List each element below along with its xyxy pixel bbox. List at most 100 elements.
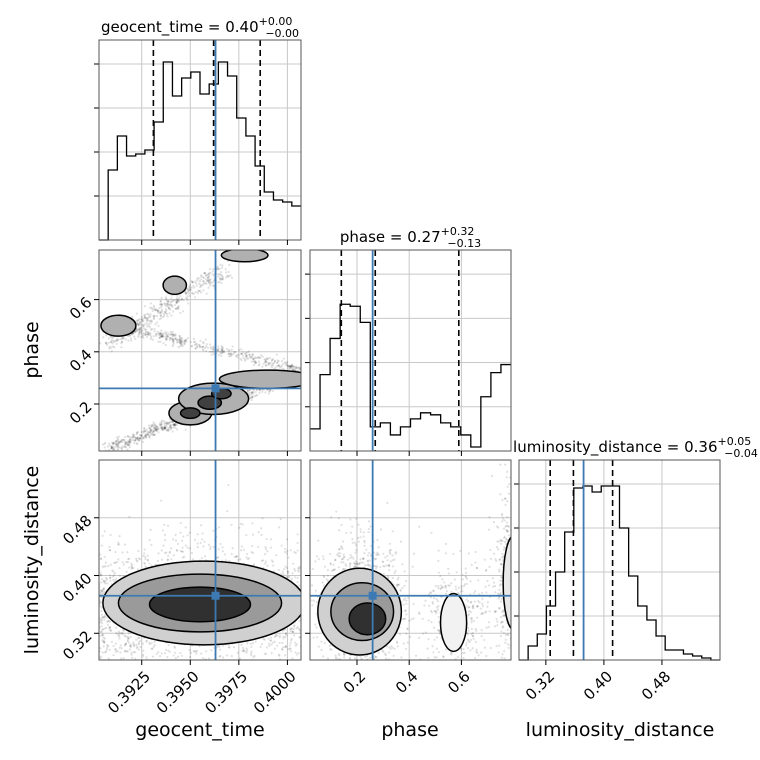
sample-point [365,548,368,551]
sample-point [266,550,269,553]
sample-point [236,651,239,654]
sample-point [221,348,224,352]
sample-point [158,331,161,334]
sample-point [109,579,112,582]
sample-point [204,278,208,281]
sample-point [171,430,174,433]
sample-point [132,436,135,439]
sample-point [117,442,120,445]
sample-point [289,629,292,633]
sample-point [116,441,120,444]
sample-point [169,330,172,334]
sample-point [146,330,149,334]
sample-point [160,334,164,338]
sample-point [164,426,167,429]
sample-point [342,553,345,556]
sample-point [149,428,152,431]
sample-point [341,547,344,550]
sample-point [249,642,252,645]
sample-point [283,550,287,554]
sample-point [244,359,247,362]
sample-point [435,606,439,609]
sample-point [103,581,106,584]
sample-point [196,545,199,549]
sample-point [404,609,407,613]
sample-point [153,426,156,429]
sample-point [247,350,251,353]
sample-point [210,649,213,652]
sample-point [165,551,168,554]
sample-point [139,326,142,329]
sample-point [137,436,140,439]
sample-point [197,289,200,293]
sample-point [252,390,255,394]
sample-point [173,424,176,427]
sample-point [338,654,341,657]
sample-point [126,440,129,443]
sample-point [117,447,120,450]
sample-point [174,651,177,654]
sample-point [115,632,118,635]
sample-point [367,520,371,523]
sample-point [315,555,319,558]
sample-point [248,353,251,357]
sample-point [164,337,167,340]
sample-point [258,356,262,360]
sample-point [153,425,156,428]
sample-point [366,654,369,658]
sample-point [101,651,104,654]
sample-point [180,539,184,542]
sample-point [137,636,140,640]
sample-point [144,333,147,336]
sample-point [290,366,293,369]
sample-point [221,644,225,647]
sample-point [250,360,253,363]
sample-point [288,575,291,578]
sample-point [286,538,289,541]
sample-point [168,650,171,653]
sample-point [150,425,153,428]
sample-point [258,356,261,359]
sample-point [144,330,147,333]
sample-point [220,277,224,281]
sample-point [218,645,221,648]
sample-point [357,563,360,566]
sample-point [254,390,257,394]
sample-point [117,558,120,561]
sample-point [264,391,267,394]
sample-point [289,641,292,645]
sample-point [219,273,222,276]
sample-point [162,420,166,423]
sample-point [159,300,162,303]
sample-point [177,307,180,310]
sample-point [128,440,132,443]
sample-point [191,292,194,295]
sample-point [250,391,254,394]
sample-point [147,431,150,434]
sample-point [205,343,208,346]
sample-point [150,543,153,546]
sample-point [126,443,129,446]
sample-point [228,263,231,267]
sample-point [128,441,131,444]
sample-point [216,273,219,276]
sample-point [160,423,163,426]
sample-point [229,352,232,355]
sample-point [132,435,135,438]
sample-point [289,549,292,552]
sample-point [212,284,215,287]
sample-point [323,565,327,568]
sample-point [103,637,106,640]
sample-point [149,433,153,436]
sample-point [325,578,328,581]
sample-point [285,364,288,367]
sample-point [117,338,120,342]
sample-point [160,329,163,332]
histogram-luminosity_distance: luminosity_distance = 0.36+0.05 −0.04 [513,435,758,661]
sample-point [142,324,145,327]
sample-point [197,343,200,347]
sample-point [153,423,157,427]
sample-point [118,637,121,640]
sample-point [171,340,174,343]
sample-point [254,640,257,643]
